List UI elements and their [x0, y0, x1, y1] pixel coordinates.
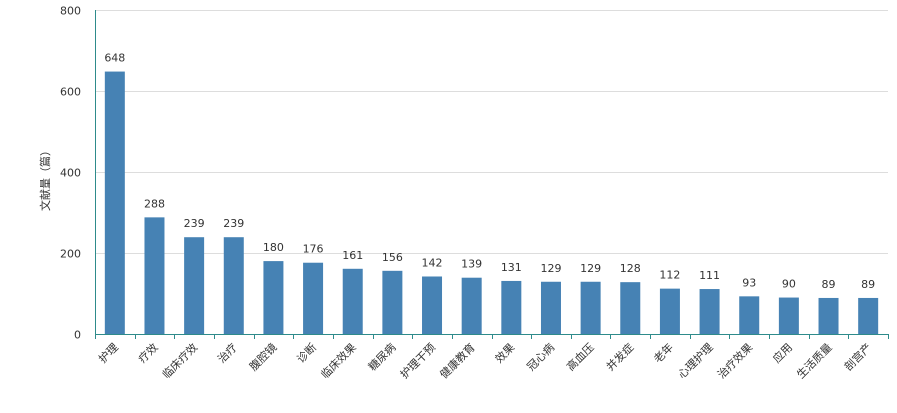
y-tick-label: 800	[60, 5, 81, 18]
x-category-label: 疗效	[135, 340, 160, 365]
bar	[382, 270, 403, 334]
data-label: 93	[742, 276, 756, 289]
data-label: 111	[699, 269, 720, 282]
data-label: 131	[501, 261, 522, 274]
data-label: 239	[223, 217, 244, 230]
bar	[699, 289, 720, 334]
axes	[95, 10, 889, 339]
y-tick-label: 0	[74, 329, 81, 342]
x-category-label: 治疗效果	[714, 340, 755, 381]
data-label: 180	[263, 241, 284, 254]
bar	[580, 281, 601, 334]
data-label: 89	[861, 278, 875, 291]
data-label: 648	[104, 52, 125, 65]
x-category-label: 诊断	[294, 340, 319, 365]
x-category-label: 高血压	[564, 340, 597, 373]
bar	[540, 281, 561, 334]
bar	[501, 280, 522, 334]
x-category-label: 应用	[770, 340, 795, 365]
x-category-label: 心理护理	[675, 340, 716, 381]
bar	[739, 296, 760, 334]
x-category-label: 护理干预	[397, 340, 438, 381]
bar	[303, 262, 324, 334]
x-category-label: 治疗	[214, 340, 239, 365]
y-tick-label: 200	[60, 248, 81, 261]
grid-lines	[95, 10, 888, 254]
bar	[144, 217, 165, 334]
x-category-label: 冠心病	[524, 340, 557, 373]
bar	[184, 237, 205, 334]
x-category-label: 并发症	[603, 340, 636, 373]
x-category-label: 腹腔镜	[246, 340, 279, 373]
data-label: 156	[382, 251, 403, 264]
data-label: 129	[540, 262, 561, 275]
data-label: 161	[342, 249, 363, 262]
data-label: 129	[580, 262, 601, 275]
y-tick-label: 400	[60, 167, 81, 180]
bar	[659, 288, 680, 334]
x-category-label: 护理	[95, 340, 120, 365]
bar	[422, 276, 443, 334]
bar	[858, 297, 879, 334]
x-category-label: 生活质量	[794, 340, 835, 381]
bar	[342, 268, 363, 334]
data-label: 288	[144, 197, 165, 210]
bar	[104, 71, 125, 334]
x-category-label: 糖尿病	[365, 340, 398, 373]
data-label: 89	[822, 278, 836, 291]
x-category-label: 临床疗效	[159, 340, 200, 381]
bar	[818, 297, 839, 334]
y-axis-title: 文献量（篇）	[38, 145, 52, 211]
bar	[620, 282, 641, 334]
bar	[263, 261, 284, 334]
x-category-label: 老年	[651, 340, 676, 365]
x-category-label: 临床效果	[318, 340, 359, 381]
bars	[104, 71, 879, 334]
data-label: 239	[184, 217, 205, 230]
data-label: 139	[461, 258, 482, 271]
bar	[778, 297, 799, 334]
bar	[461, 277, 482, 334]
data-label: 128	[620, 262, 641, 275]
data-label: 112	[659, 269, 680, 282]
data-label: 90	[782, 278, 796, 291]
y-tick-label: 600	[60, 86, 81, 99]
x-category-label: 效果	[492, 340, 517, 365]
bar	[223, 237, 244, 334]
x-category-label: 健康教育	[437, 340, 478, 381]
data-label: 176	[303, 243, 324, 256]
data-label: 142	[422, 256, 443, 269]
x-category-label: 剖宫产	[841, 340, 874, 373]
